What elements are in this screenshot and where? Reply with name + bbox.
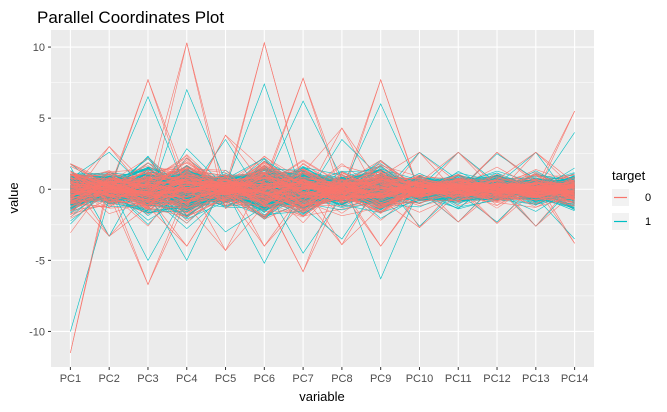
series-0-extreme-line — [70, 172, 575, 247]
series-0-line — [70, 173, 575, 207]
series-0-extreme-line — [70, 181, 575, 247]
x-tick-label-pc13: PC13 — [522, 373, 550, 385]
series-0-extreme-line — [70, 165, 575, 224]
series-0-extreme-line — [70, 127, 575, 203]
legend-entry-0: 0 — [612, 189, 651, 206]
y-axis-title: value — [6, 182, 21, 213]
series-0-extreme-line — [70, 161, 575, 223]
x-tick-label-pc12: PC12 — [483, 373, 511, 385]
legend-title: target — [612, 168, 646, 183]
x-tick-label-pc7: PC7 — [292, 373, 313, 385]
legend-label-1: 1 — [645, 216, 651, 228]
x-axis-title: variable — [299, 389, 345, 404]
series-0-extreme-line — [70, 110, 575, 206]
legend: target 0 1 — [612, 168, 651, 230]
series-0-extreme-line — [70, 180, 575, 286]
legend-entry-1: 1 — [612, 213, 651, 230]
series-0-extreme-line — [70, 160, 575, 244]
x-tick-label-pc4: PC4 — [176, 373, 197, 385]
x-tick-label-pc2: PC2 — [98, 373, 119, 385]
series-0-extreme-line — [70, 176, 575, 227]
x-axis-ticks: PC1 PC2 PC3 PC4 PC5 PC6 PC7 PC8 PC9 PC10 PC11 PC12 P… — [60, 367, 589, 385]
x-tick-label-pc9: PC9 — [370, 373, 391, 385]
y-tick-label: 10 — [33, 42, 45, 54]
x-tick-label-pc14: PC14 — [561, 373, 589, 385]
x-tick-label-pc6: PC6 — [254, 373, 275, 385]
series-0-extreme-line — [70, 151, 575, 209]
y-tick-label: 0 — [39, 184, 45, 196]
y-tick-label: 5 — [39, 113, 45, 125]
series-0-extreme-line — [70, 177, 575, 252]
y-tick-label: -5 — [35, 255, 45, 267]
y-tick-label: -10 — [29, 326, 45, 338]
x-tick-label-pc5: PC5 — [215, 373, 236, 385]
x-tick-label-pc10: PC10 — [406, 373, 434, 385]
x-tick-label-pc8: PC8 — [331, 373, 352, 385]
x-tick-label-pc3: PC3 — [137, 373, 158, 385]
data-lines — [70, 41, 575, 353]
legend-label-0: 0 — [645, 192, 651, 204]
x-tick-label-pc11: PC11 — [445, 373, 472, 385]
x-tick-label-pc1: PC1 — [60, 373, 81, 385]
series-0-extreme-line — [70, 151, 575, 202]
chart-title: Parallel Coordinates Plot — [37, 8, 224, 27]
series-0 — [70, 41, 575, 353]
series-0-line — [70, 171, 575, 218]
series-0-extreme-line — [70, 42, 575, 210]
y-axis-ticks: -10 -5 0 5 10 — [29, 42, 51, 338]
